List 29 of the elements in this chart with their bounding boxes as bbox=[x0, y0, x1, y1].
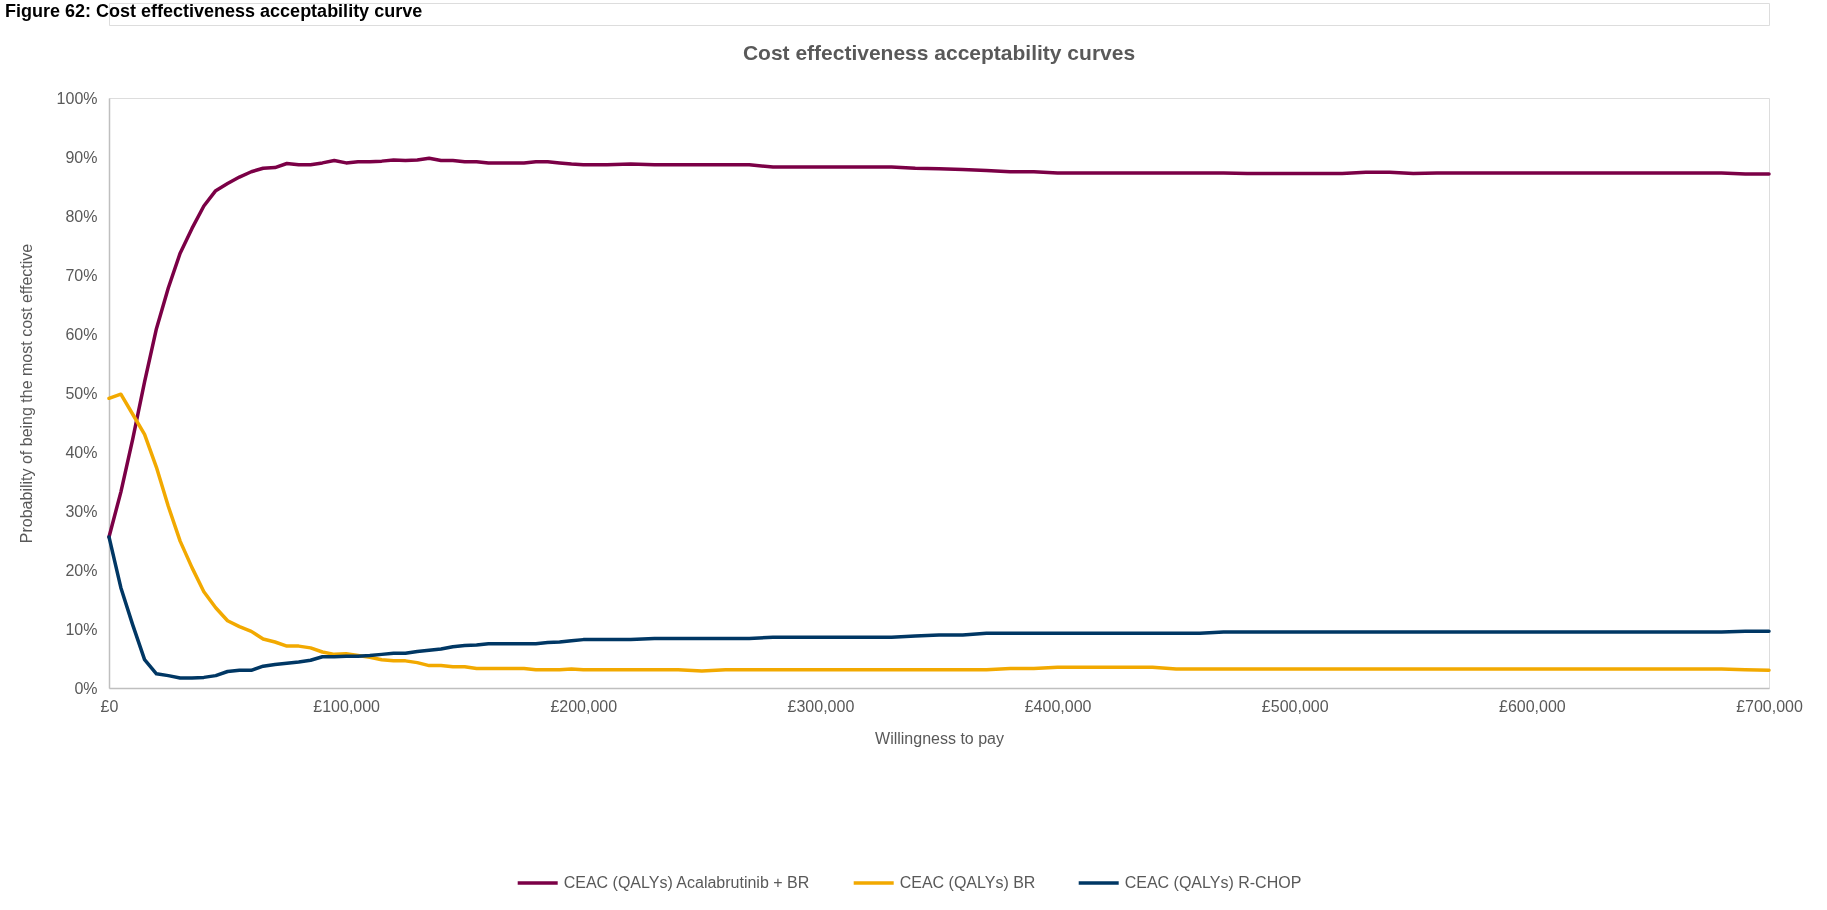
y-tick-label: 0% bbox=[74, 679, 98, 697]
x-tick-label: £400,000 bbox=[1024, 697, 1092, 715]
y-tick-label: 30% bbox=[65, 502, 98, 520]
x-tick-label: £700,000 bbox=[1736, 697, 1803, 715]
y-tick-label: 80% bbox=[65, 207, 98, 225]
line-series bbox=[107, 392, 1771, 673]
y-tick-label: 70% bbox=[65, 266, 98, 284]
chart-title: Cost effectiveness acceptability curves bbox=[742, 41, 1136, 64]
y-tick-label: 90% bbox=[65, 148, 98, 166]
x-tick-label: £600,000 bbox=[1498, 697, 1566, 715]
y-axis-title: Probability of being the most cost effective bbox=[17, 243, 35, 544]
legend-label: CEAC (QALYs) Acalabrutinib + BR bbox=[563, 874, 810, 891]
line-series bbox=[107, 535, 1771, 680]
y-tick-label: 100% bbox=[56, 89, 98, 107]
x-tick-label: £300,000 bbox=[787, 697, 855, 715]
line-series bbox=[107, 156, 1771, 539]
x-tick-label: £100,000 bbox=[313, 697, 381, 715]
y-tick-label: 60% bbox=[65, 325, 98, 343]
x-tick-label: £500,000 bbox=[1261, 697, 1329, 715]
x-axis-title: Willingness to pay bbox=[875, 729, 1004, 747]
y-tick-label: 20% bbox=[65, 561, 98, 579]
y-tick-label: 10% bbox=[65, 620, 98, 638]
legend-label: CEAC (QALYs) R-CHOP bbox=[1124, 874, 1302, 891]
x-tick-label: £200,000 bbox=[550, 697, 618, 715]
x-tick-label: £0 bbox=[100, 697, 119, 715]
y-tick-label: 50% bbox=[65, 384, 98, 402]
legend-label: CEAC (QALYs) BR bbox=[899, 874, 1036, 891]
y-tick-label: 40% bbox=[65, 443, 98, 461]
caption: Figure 62: Cost effectiveness acceptability curve bbox=[5, 1, 423, 21]
